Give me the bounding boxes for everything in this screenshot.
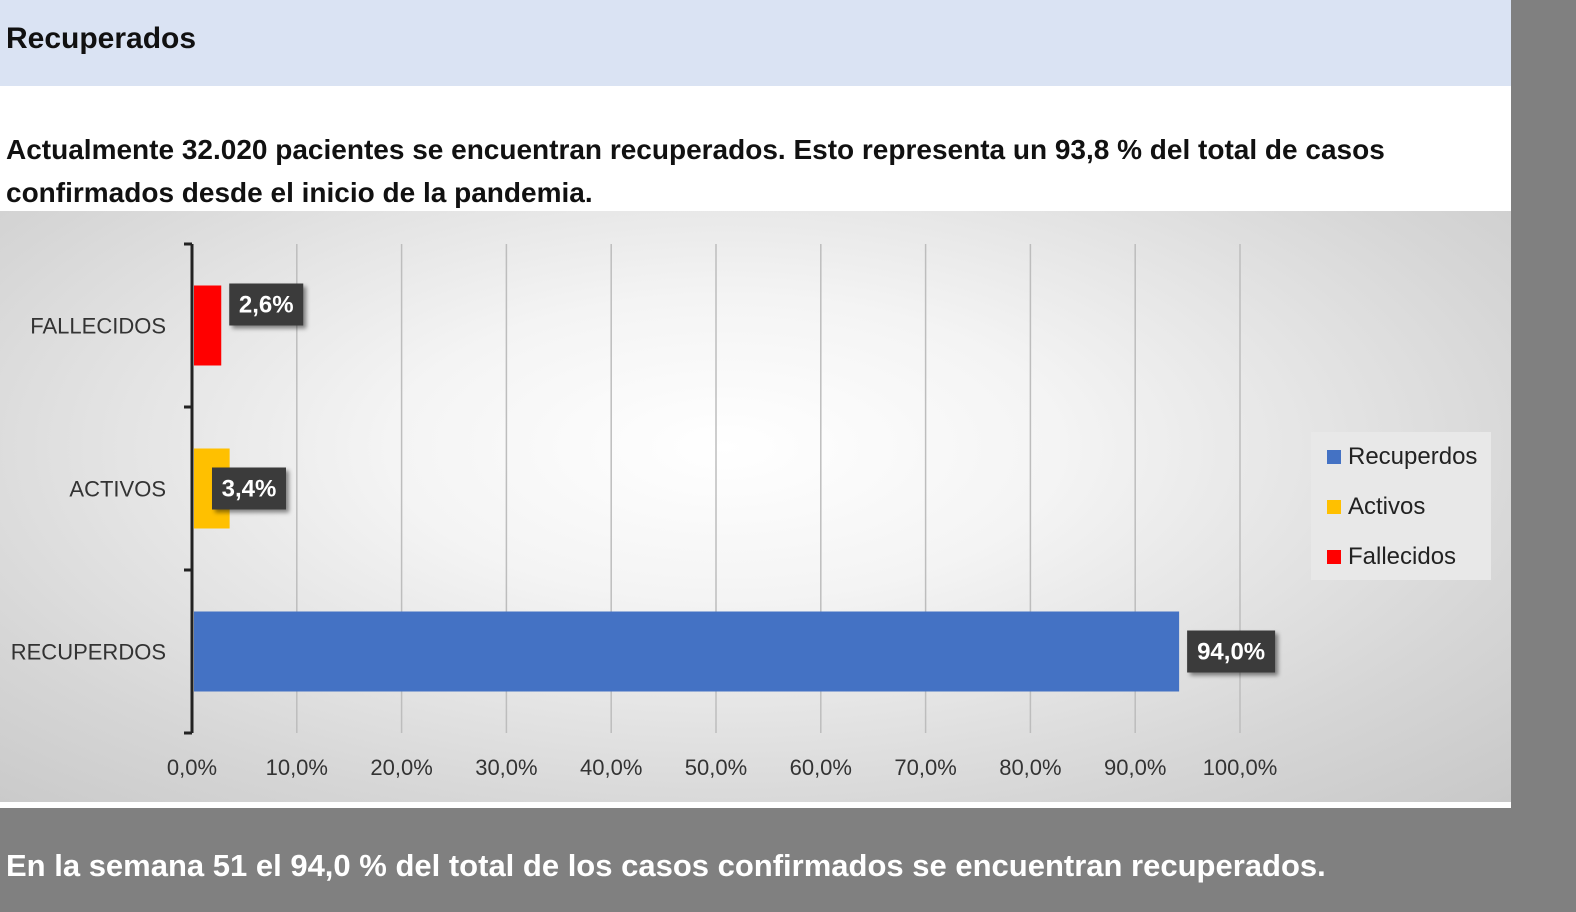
legend-label: Activos	[1348, 493, 1426, 520]
data-label: 94,0%	[1197, 639, 1265, 666]
chart-plot: 0,0% 10,0% 20,0% 30,0% 40,0% 50,0% 60,0% 70,0% 8…	[11, 242, 1278, 780]
legend-swatch	[1327, 550, 1341, 564]
data-label-box	[212, 467, 286, 510]
bar-fallecidos	[194, 285, 222, 366]
bar-chart: 0,0% 10,0% 20,0% 30,0% 40,0% 50,0% 60,0% 70,0% 8…	[0, 211, 1511, 802]
x-tick-label: 20,0%	[370, 755, 432, 780]
legend-item-activos: Activos	[1327, 492, 1425, 522]
x-tick-label: 90,0%	[1104, 755, 1166, 780]
data-label-box	[1187, 630, 1276, 673]
data-label-box	[229, 283, 304, 326]
x-tick-label: 0,0%	[167, 755, 217, 780]
legend-item-fallecidos: Fallecidos	[1327, 542, 1456, 572]
legend-item-recuperdos: Recuperdos	[1327, 442, 1477, 472]
bar-recuperdos	[194, 611, 1180, 692]
x-tick-label: 60,0%	[790, 755, 852, 780]
x-tick-label: 10,0%	[266, 755, 328, 780]
x-tick-label: 80,0%	[999, 755, 1061, 780]
category-label: ACTIVOS	[69, 477, 166, 502]
data-label: 3,4%	[222, 476, 277, 503]
legend-label: Recuperdos	[1348, 443, 1478, 470]
data-label: 2,6%	[239, 292, 294, 319]
x-tick-label: 40,0%	[580, 755, 642, 780]
chart-legend: Recuperdos Activos Fallecidos	[1311, 432, 1491, 580]
intro-line-2: confirmados desde el inicio de la pandem…	[6, 177, 593, 208]
x-tick-label: 50,0%	[685, 755, 747, 780]
intro-paragraph: Actualmente 32.020 pacientes se encuentr…	[6, 128, 1486, 214]
category-label: RECUPERDOS	[11, 640, 166, 665]
section-header: Recuperados	[0, 0, 1511, 86]
intro-line-1: Actualmente 32.020 pacientes se encuentr…	[6, 134, 1385, 165]
footer-note: En la semana 51 el 94,0 % del total de l…	[6, 848, 1326, 883]
legend-swatch	[1327, 500, 1341, 514]
legend-label: Fallecidos	[1348, 543, 1457, 570]
category-label: FALLECIDOS	[30, 314, 166, 339]
x-tick-label: 100,0%	[1203, 755, 1278, 780]
section-title: Recuperados	[6, 22, 197, 55]
legend-swatch	[1327, 450, 1341, 464]
x-tick-label: 30,0%	[475, 755, 537, 780]
x-tick-label: 70,0%	[894, 755, 956, 780]
